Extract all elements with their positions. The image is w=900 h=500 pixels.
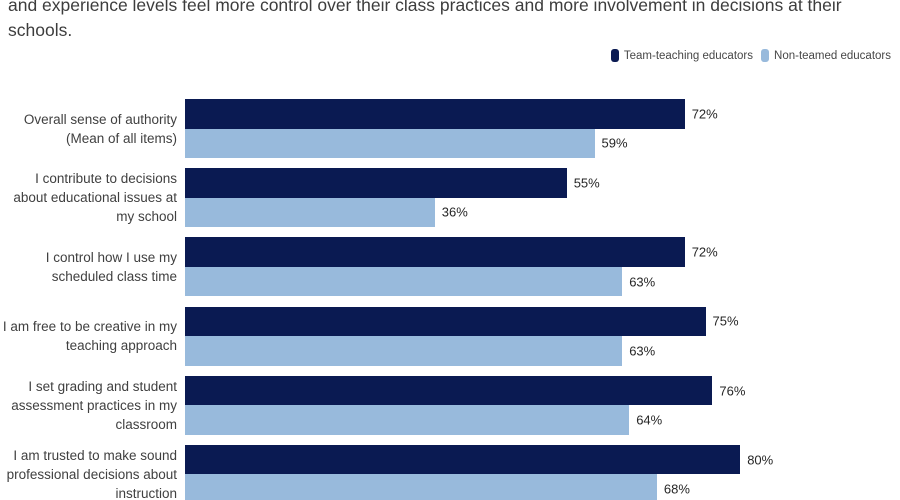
category-label-line: (Mean of all items) [65, 130, 177, 146]
value-label: 36% [441, 204, 468, 220]
category-label-line: Overall sense of authority [23, 111, 177, 127]
bar-non-teamed: 59% [185, 128, 628, 158]
bar-group: Overall sense of authority (Mean of all i… [0, 99, 740, 158]
category-label-line: professional decisions about [6, 466, 177, 482]
legend-label: Team-teaching educators [623, 49, 754, 62]
bar-group: I am trusted to make sound professional d… [0, 444, 773, 500]
value-label: 75% [712, 313, 739, 329]
bar-group: I am free to be creative in my teaching a… [0, 306, 740, 366]
bar-group: I control how I use my scheduled class ti… [0, 237, 740, 297]
bar-non-teamed: 36% [185, 197, 468, 228]
subtitle-line: and experience levels feel more control … [8, 0, 842, 15]
bar-non-teamed: 68% [185, 474, 690, 500]
subtitle-line: schools. [8, 19, 73, 40]
bar-team-teaching: 75% [185, 306, 739, 337]
plot-area: Overall sense of authority (Mean of all i… [0, 99, 773, 500]
value-label: 64% [636, 412, 663, 428]
bar-pair: 72% 63% [185, 237, 718, 297]
bar-group: I set grading and student assessment prac… [0, 375, 745, 435]
legend-item: Non-teamed educators [761, 49, 891, 62]
value-label: 55% [573, 175, 600, 191]
bar-team-teaching: 72% [185, 237, 718, 267]
legend-swatch [610, 49, 619, 62]
chart-subtitle: and experience levels feel more control … [8, 0, 890, 42]
legend-label: Non-teamed educators [774, 49, 891, 62]
category-label-line: instruction [115, 485, 177, 500]
bar-team-teaching: 80% [185, 444, 773, 475]
category-label: I am free to be creative in my teaching a… [0, 307, 185, 366]
value-label: 63% [629, 274, 656, 290]
category-label-line: I contribute to decisions [35, 171, 177, 187]
category-label: Overall sense of authority (Mean of all i… [0, 99, 185, 158]
category-label-line: scheduled class time [51, 268, 177, 284]
legend-swatch [761, 49, 770, 62]
value-label: 76% [719, 383, 746, 398]
bar-team-teaching: 72% [185, 99, 718, 129]
value-label: 72% [691, 106, 718, 122]
category-label: I contribute to decisions about education… [0, 168, 185, 227]
bar-group: I contribute to decisions about education… [0, 168, 740, 228]
bar-pair: 80% 68% [185, 444, 773, 500]
bar-pair: 72% 59% [185, 99, 718, 158]
bar-pair: 76% 64% [185, 375, 745, 435]
category-label-line: I set grading and student [28, 378, 177, 394]
category-label-line: classroom [115, 416, 177, 432]
category-label: I set grading and student assessment prac… [0, 376, 185, 435]
bar-team-teaching: 76% [185, 375, 745, 406]
bar-team-teaching: 55% [185, 168, 600, 198]
value-label: 59% [601, 135, 628, 151]
value-label: 72% [691, 244, 718, 260]
category-label-line: my school [116, 209, 177, 225]
category-label-line: about educational issues at [13, 190, 177, 206]
legend-item: Team-teaching educators [610, 49, 754, 62]
category-label-line: I control how I use my [45, 249, 177, 265]
value-label: 68% [663, 481, 690, 497]
category-label-line: assessment practices in my [11, 397, 177, 413]
bar-pair: 55% 36% [185, 168, 600, 228]
legend: Team-teaching educators Non-teamed educat… [610, 49, 891, 62]
bar-non-teamed: 63% [185, 266, 655, 297]
category-label-line: I am free to be creative in my [2, 319, 177, 335]
bar-non-teamed: 63% [185, 336, 655, 366]
category-label-line: I am trusted to make sound [13, 447, 177, 463]
category-label: I am trusted to make sound professional d… [0, 445, 185, 500]
bar-pair: 75% 63% [185, 306, 739, 366]
bar-non-teamed: 64% [185, 405, 662, 435]
category-label: I control how I use my scheduled class ti… [0, 237, 185, 296]
category-label-line: teaching approach [65, 338, 177, 354]
value-label: 80% [747, 452, 774, 468]
value-label: 63% [629, 343, 656, 359]
